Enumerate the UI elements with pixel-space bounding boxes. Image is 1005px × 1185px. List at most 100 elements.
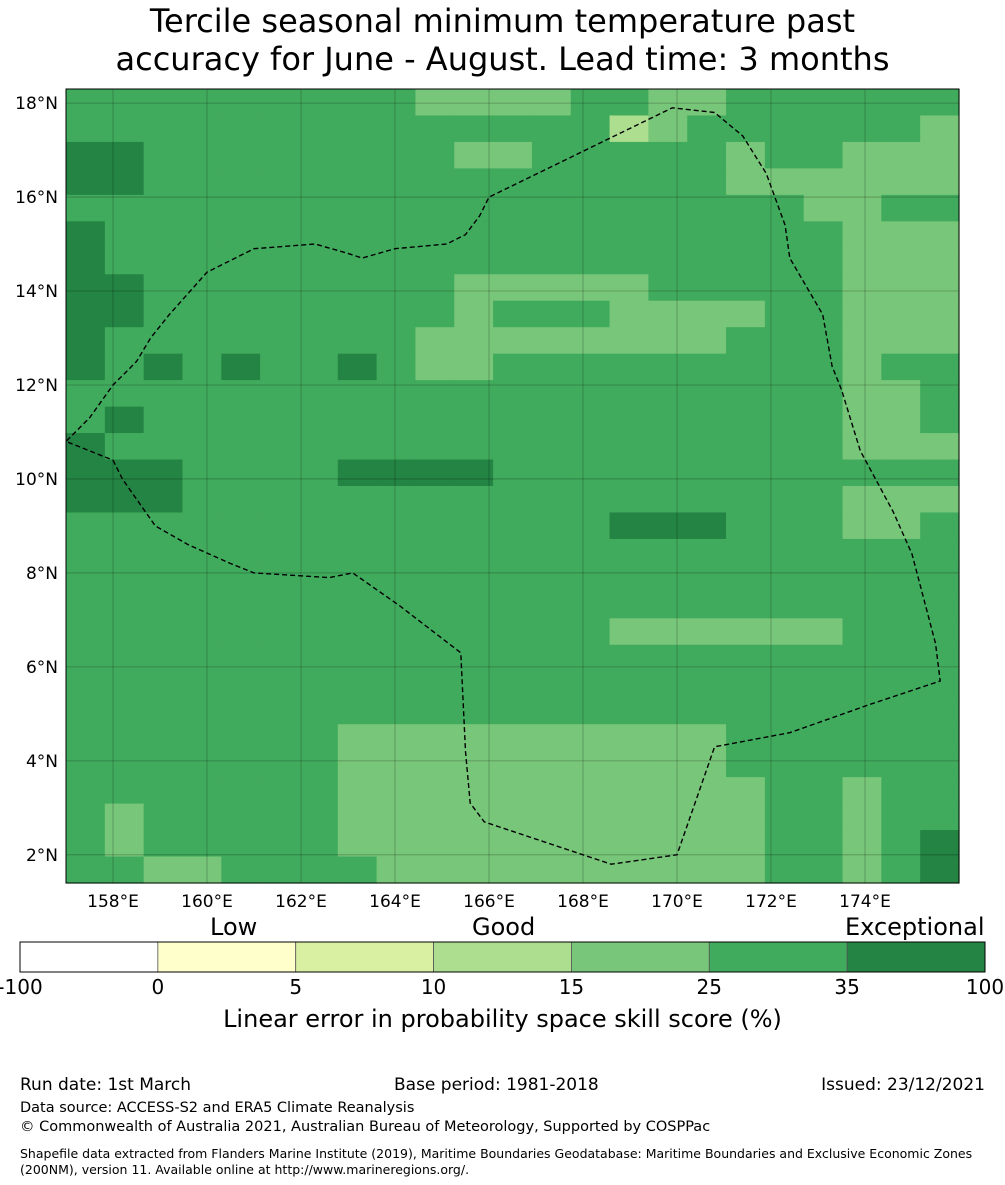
map-cell	[881, 697, 921, 725]
map-cell	[531, 644, 572, 672]
map-cell	[182, 644, 222, 672]
map-cell	[803, 512, 844, 540]
map-cell	[764, 115, 805, 143]
map-cell	[881, 750, 921, 778]
map-cell	[570, 856, 611, 884]
map-cell	[221, 750, 261, 778]
map-cell	[648, 512, 688, 540]
map-cell	[648, 141, 688, 169]
map-cell	[648, 697, 688, 725]
map-cell	[764, 750, 805, 778]
map-cell	[143, 221, 184, 249]
map-cell	[104, 644, 145, 672]
map-cell	[182, 115, 222, 143]
map-cell	[415, 194, 455, 222]
map-cell	[726, 724, 766, 752]
map-cell	[570, 671, 611, 699]
map-cell	[881, 459, 921, 487]
map-cell	[143, 247, 184, 275]
colorbar-bin	[157, 941, 297, 973]
map-cell	[842, 750, 882, 778]
x-tick-label: 162°E	[275, 892, 327, 912]
map-cell	[764, 89, 805, 117]
map-cell	[881, 327, 921, 355]
map-cell	[764, 512, 805, 540]
map-cell	[143, 750, 184, 778]
map-cell	[609, 433, 649, 461]
map-cell	[570, 380, 611, 408]
map-cell	[648, 353, 688, 381]
map-cell	[182, 724, 222, 752]
map-cell	[415, 406, 455, 434]
map-cell	[531, 380, 572, 408]
map-cell	[221, 538, 261, 566]
map-cell	[104, 777, 145, 805]
map-cell	[881, 89, 921, 117]
map-cell	[454, 89, 494, 117]
map-cell	[221, 406, 261, 434]
y-tick-label: 10°N	[15, 470, 58, 490]
map-cell	[687, 380, 727, 408]
map-cell	[415, 274, 455, 302]
map-cell	[66, 247, 106, 275]
colorbar-tick: 15	[558, 975, 585, 999]
map-cell	[764, 353, 805, 381]
map-cell	[376, 274, 417, 302]
map-cell	[764, 327, 805, 355]
map-cell	[726, 247, 766, 275]
map-cell	[298, 433, 339, 461]
map-cell	[920, 433, 960, 461]
map-cell	[143, 406, 184, 434]
map-cell	[493, 433, 533, 461]
x-tick-label: 166°E	[463, 892, 515, 912]
map-cell	[842, 168, 882, 196]
map-cell	[376, 538, 417, 566]
map-cell	[298, 327, 339, 355]
map-cell	[570, 115, 611, 143]
map-cell	[182, 777, 222, 805]
map-cell	[454, 830, 494, 858]
y-axis-ticks: 18°N 16°N 14°N 12°N 10°N 8°N 6°N 4°N 2°N	[15, 94, 58, 866]
map-cell	[687, 777, 727, 805]
map-cell	[298, 406, 339, 434]
map-cell	[454, 141, 494, 169]
map-cell	[531, 512, 572, 540]
map-cell	[881, 406, 921, 434]
map-cell	[881, 618, 921, 646]
map-cell	[803, 777, 844, 805]
map-cell	[920, 486, 960, 514]
map-cell	[881, 380, 921, 408]
map-cell	[648, 724, 688, 752]
colorbar-tick: 35	[834, 975, 860, 999]
map-cell	[143, 803, 184, 831]
map-cell	[803, 327, 844, 355]
data-source: Data source: ACCESS-S2 and ERA5 Climate …	[20, 1100, 415, 1116]
map-cell	[143, 89, 184, 117]
map-cell	[298, 221, 339, 249]
map-cell	[531, 406, 572, 434]
map-cell	[687, 724, 727, 752]
map-cell	[803, 644, 844, 672]
map-cell	[920, 777, 960, 805]
map-cell	[260, 618, 300, 646]
map-cell	[764, 486, 805, 514]
map-cell	[104, 221, 145, 249]
map-cell	[764, 380, 805, 408]
map-cell	[415, 697, 455, 725]
map-cell	[531, 777, 572, 805]
map-cell	[881, 856, 921, 884]
map-cell	[454, 777, 494, 805]
chart-title: Tercile seasonal minimum temperature pas…	[0, 2, 1005, 78]
map-cell	[648, 538, 688, 566]
map-cell	[493, 194, 533, 222]
map-cell	[726, 380, 766, 408]
map-cell	[143, 300, 184, 328]
map-cell	[337, 141, 378, 169]
issued-date: Issued: 23/12/2021	[821, 1075, 985, 1095]
map-cell	[687, 486, 727, 514]
map-cell	[570, 433, 611, 461]
map-cell	[104, 433, 145, 461]
map-cell	[493, 486, 533, 514]
map-cell	[570, 194, 611, 222]
map-cell	[260, 697, 300, 725]
